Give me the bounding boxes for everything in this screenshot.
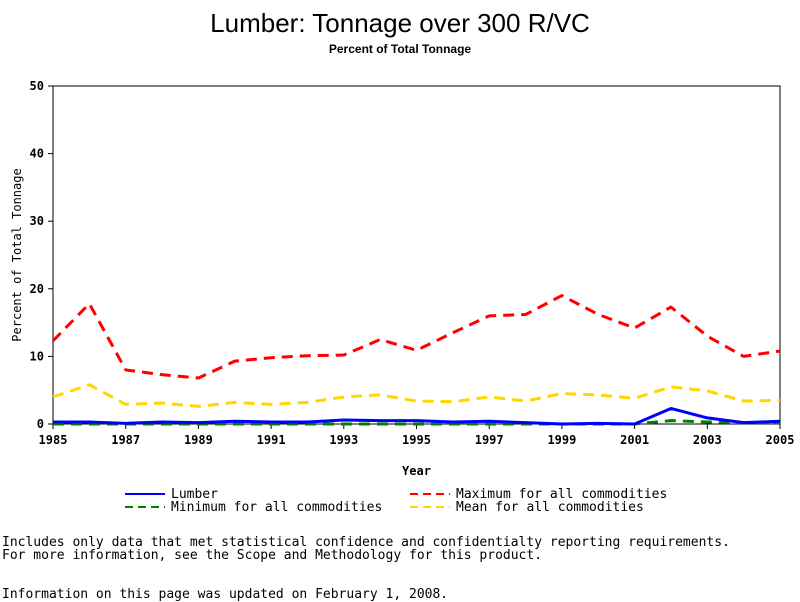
footnote-methodology: For more information, see the Scope and …	[2, 548, 543, 563]
x-tick-label: 1997	[475, 433, 504, 447]
legend-label: Lumber	[171, 487, 218, 502]
footnote-updated: Information on this page was updated on …	[2, 587, 449, 602]
x-tick-label: 1985	[39, 433, 68, 447]
y-tick-label: 10	[30, 349, 44, 363]
footnote-confidence: Includes only data that met statistical …	[2, 535, 730, 550]
x-tick-label: 2003	[693, 433, 722, 447]
y-tick-label: 20	[30, 282, 44, 296]
y-tick-label: 40	[30, 147, 44, 161]
series-lines	[51, 294, 781, 426]
series-line	[51, 294, 781, 380]
x-tick-label: 1999	[547, 433, 576, 447]
axes: 1985 1987 1989 1991 1993 1995 1997 1999 2001 2003…	[10, 79, 794, 478]
chart-subtitle: Percent of Total Tonnage	[328, 42, 472, 56]
legend: Lumber Maximum for all commodities Minimum…	[125, 487, 667, 515]
x-tick-label: 1989	[184, 433, 213, 447]
chart-title: Lumber: Tonnage over 300 R/VC	[210, 8, 590, 38]
x-tick-label: 1987	[111, 433, 140, 447]
legend-label: Maximum for all commodities	[456, 487, 667, 502]
x-tick-label: 1993	[329, 433, 358, 447]
y-tick-label: 50	[30, 79, 44, 93]
y-tick-label: 30	[30, 214, 44, 228]
y-tick-label: 0	[37, 417, 44, 431]
legend-label: Mean for all commodities	[456, 500, 644, 515]
x-axis-label: Year	[402, 464, 431, 478]
x-tick-label: 1995	[402, 433, 431, 447]
x-tick-label: 2001	[620, 433, 649, 447]
y-axis-label: Percent of Total Tonnage	[10, 168, 24, 341]
legend-label: Minimum for all commodities	[171, 500, 382, 515]
x-tick-label: 1991	[257, 433, 286, 447]
x-tick-label: 2005	[766, 433, 795, 447]
series-line	[52, 383, 781, 408]
series-line	[53, 406, 781, 426]
series-line	[53, 419, 780, 426]
